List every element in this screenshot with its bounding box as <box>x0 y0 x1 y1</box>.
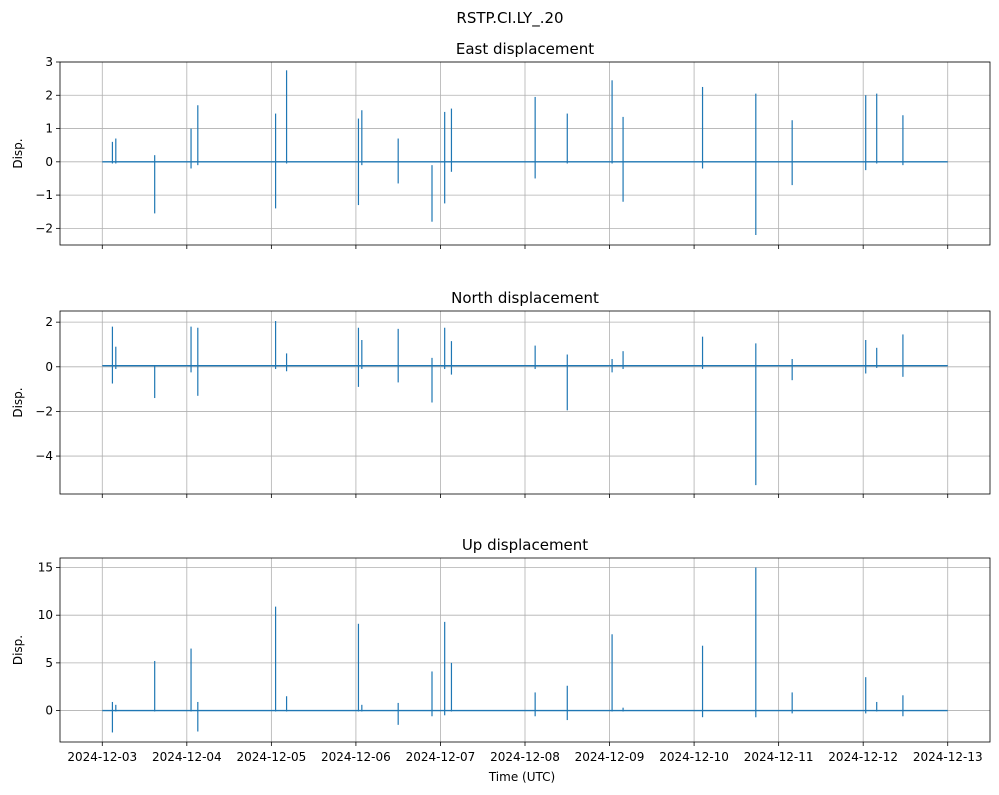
y-tick-label: 10 <box>38 608 53 622</box>
y-tick-label: 2 <box>45 315 53 329</box>
y-tick-label: −1 <box>35 188 53 202</box>
x-tick-label: 2024-12-10 <box>659 750 729 764</box>
axes-frame <box>59 310 991 495</box>
x-tick-label: 2024-12-04 <box>152 750 222 764</box>
y-tick-label: −4 <box>35 449 53 463</box>
y-tick-label: 5 <box>45 656 53 670</box>
x-tick-label: 2024-12-03 <box>67 750 137 764</box>
y-tick-label: −2 <box>35 221 53 235</box>
axes-frame <box>59 61 991 246</box>
x-tick-label: 2024-12-09 <box>575 750 645 764</box>
x-tick-label: 2024-12-06 <box>321 750 391 764</box>
x-tick-label: 2024-12-13 <box>913 750 983 764</box>
y-tick-label: 0 <box>45 155 53 169</box>
figure-title: RSTP.CI.LY_.20 <box>456 9 563 28</box>
x-tick-label: 2024-12-05 <box>236 750 306 764</box>
panel-3: Up displacement Disp. 0 5 10 15 2024-12-03 2024… <box>11 536 991 764</box>
x-tick-label: 2024-12-08 <box>490 750 560 764</box>
panel-title: East displacement <box>456 40 594 58</box>
y-axis-label: Disp. <box>11 635 25 665</box>
x-tick-label: 2024-12-11 <box>744 750 814 764</box>
y-tick-label: 3 <box>45 55 53 69</box>
panel-title: Up displacement <box>462 536 588 554</box>
y-tick-label: 0 <box>45 360 53 374</box>
x-tick-label: 2024-12-12 <box>828 750 898 764</box>
panel-2: North displacement Disp. −4 −2 0 2 <box>11 289 991 498</box>
y-axis-label: Disp. <box>11 387 25 417</box>
panel-1: East displacement Disp. −2 −1 0 1 2 3 <box>11 40 991 249</box>
y-tick-label: 15 <box>38 561 53 575</box>
y-tick-label: −2 <box>35 404 53 418</box>
panel-title: North displacement <box>451 289 599 307</box>
x-axis-label: Time (UTC) <box>488 770 555 784</box>
y-tick-label: 1 <box>45 122 53 136</box>
y-axis-label: Disp. <box>11 138 25 168</box>
y-tick-label: 0 <box>45 704 53 718</box>
x-tick-label: 2024-12-07 <box>406 750 476 764</box>
axes-frame <box>59 557 991 743</box>
y-tick-label: 2 <box>45 88 53 102</box>
